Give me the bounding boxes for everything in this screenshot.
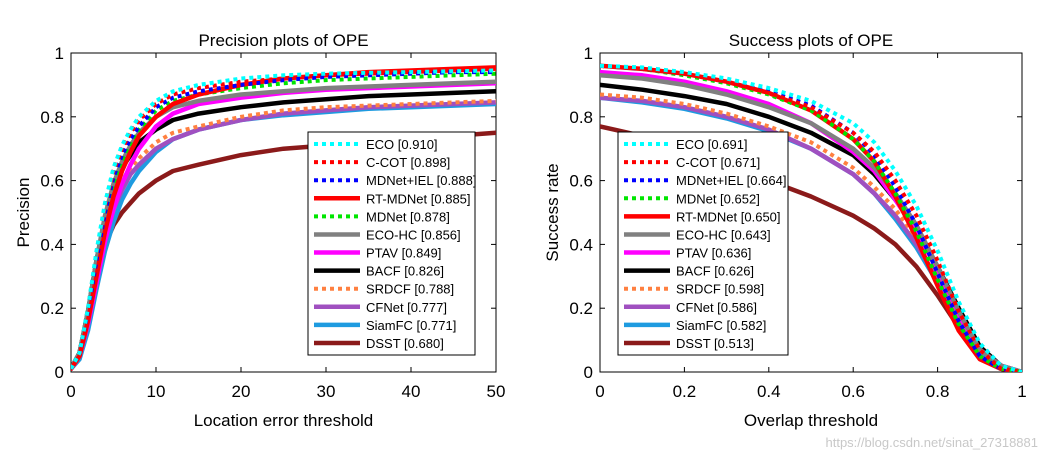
legend-box	[617, 131, 789, 356]
y-tick-label: 0.6	[40, 172, 64, 191]
x-tick-label: 40	[402, 382, 421, 401]
y-tick-label: 0.8	[40, 108, 64, 127]
legend-entry: SRDCF [0.598]	[676, 282, 764, 297]
legend-entry: CFNet [0.777]	[366, 300, 447, 315]
series-line-rt-mdnet	[71, 65, 496, 372]
x-tick-label: 0.8	[926, 382, 950, 401]
y-tick-label: 0	[584, 363, 593, 382]
legend-entry: PTAV [0.636]	[676, 246, 751, 261]
y-tick-label: 1	[584, 44, 593, 63]
legend-entry: DSST [0.680]	[366, 336, 444, 351]
legend-entry: ECO [0.910]	[366, 137, 438, 152]
series-line-eco	[71, 68, 496, 370]
x-axis-label: Overlap threshold	[744, 411, 878, 430]
y-tick-label: 0.8	[569, 108, 593, 127]
x-tick-label: 0	[595, 382, 604, 401]
x-tick-label: 0	[66, 382, 75, 401]
legend-entry: SiamFC [0.771]	[366, 318, 456, 333]
legend-entry: MDNet [0.878]	[366, 209, 450, 224]
x-tick-label: 0.6	[841, 382, 865, 401]
legend: ECO [0.691] C-COT [0.671] MDNet+IEL [0.664…	[617, 131, 789, 356]
chart-title: Success plots of OPE	[729, 31, 893, 50]
legend-entry: MDNet+IEL [0.888]	[366, 173, 476, 188]
series-line-c-cot	[71, 66, 496, 370]
legend-entry: C-COT [0.671]	[676, 155, 760, 170]
series-line-srdcf	[600, 92, 1022, 372]
legend-entry: MDNet [0.652]	[676, 191, 760, 206]
x-tick-label: 0.2	[673, 382, 697, 401]
axes-box	[599, 52, 1023, 373]
watermark: https://blog.csdn.net/sinat_27318881	[825, 435, 1039, 450]
x-tick-label: 0.4	[757, 382, 781, 401]
x-tick-label: 20	[232, 382, 251, 401]
legend-entry: ECO-HC [0.856]	[366, 227, 461, 242]
y-tick-label: 0.4	[569, 235, 593, 254]
legend-entry: RT-MDNet [0.885]	[366, 191, 471, 206]
legend-entry: CFNet [0.586]	[676, 300, 757, 315]
x-axis-label: Location error threshold	[194, 411, 374, 430]
y-tick-label: 0.2	[40, 299, 64, 318]
legend-entry: RT-MDNet [0.650]	[676, 209, 781, 224]
legend-entry: SRDCF [0.788]	[366, 282, 454, 297]
legend-entry: C-COT [0.898]	[366, 155, 450, 170]
legend: ECO [0.910] C-COT [0.898] MDNet+IEL [0.888…	[307, 131, 476, 356]
y-tick-label: 0	[55, 363, 64, 382]
legend-box	[307, 131, 476, 356]
legend-entry: DSST [0.513]	[676, 336, 754, 351]
y-tick-label: 0.2	[569, 299, 593, 318]
legend-entry: PTAV [0.849]	[366, 246, 441, 261]
y-axis-label: Success rate	[543, 163, 562, 261]
series-line-eco	[600, 63, 1022, 372]
legend-entry: BACF [0.626]	[676, 264, 754, 279]
chart-panel-1: 0 10 20 30 40 50 0 0.2 0.4 0.6 0.8 1 Precision plots…	[14, 31, 505, 430]
x-tick-label: 1	[1017, 382, 1026, 401]
x-tick-label: 10	[147, 382, 166, 401]
axes-box	[70, 52, 497, 373]
legend-entry: MDNet+IEL [0.664]	[676, 173, 786, 188]
legend-entry: ECO-HC [0.643]	[676, 227, 771, 242]
chart-title: Precision plots of OPE	[198, 31, 368, 50]
legend-entry: ECO [0.691]	[676, 137, 748, 152]
x-tick-label: 30	[317, 382, 336, 401]
y-axis-label: Precision	[14, 178, 33, 248]
series-line-c-cot	[600, 63, 1022, 372]
chart-panel-2: 0 0.2 0.4 0.6 0.8 1 0 0.2 0.4 0.6 0.8 1 Success plot…	[543, 31, 1027, 430]
y-tick-label: 1	[55, 44, 64, 63]
x-tick-label: 50	[487, 382, 506, 401]
legend-entry: BACF [0.826]	[366, 264, 444, 279]
y-tick-label: 0.6	[569, 172, 593, 191]
legend-entry: SiamFC [0.582]	[676, 318, 766, 333]
y-tick-label: 0.4	[40, 235, 64, 254]
